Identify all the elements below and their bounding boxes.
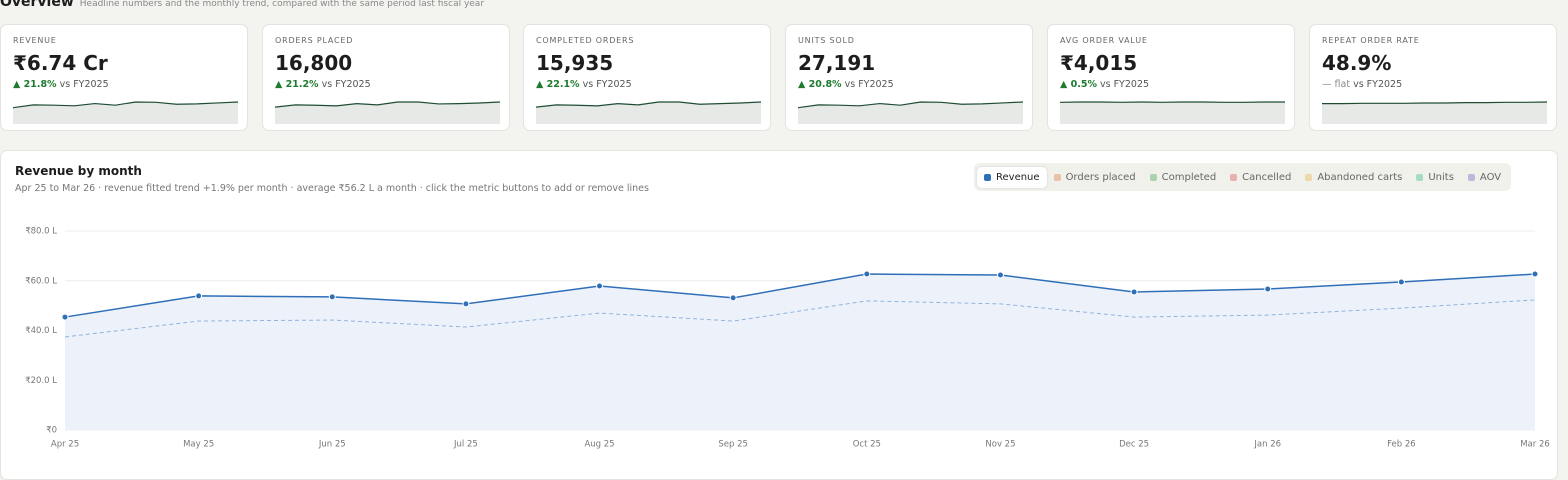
kpi-comparison: vs FY2025 (845, 79, 894, 90)
x-tick-label: Jun 25 (318, 440, 346, 450)
kpi-label: REPEAT ORDER RATE (1322, 36, 1420, 45)
kpi-delta: ▲ 22.1% (536, 79, 580, 90)
kpi-label: REVENUE (13, 36, 57, 45)
sparkline (536, 97, 761, 124)
sparkline (1060, 97, 1285, 124)
kpi-comparison: vs FY2025 (322, 79, 371, 90)
kpi-delta: ▲ 21.2% (275, 79, 319, 90)
kpi-label: ORDERS PLACED (275, 36, 353, 45)
kpi-label: UNITS SOLD (798, 36, 855, 45)
kpi-comparison: vs FY2025 (60, 79, 109, 90)
x-tick-label: Apr 25 (51, 440, 79, 450)
kpi-delta: ▲ 0.5% (1060, 79, 1097, 90)
sparkline-area (1060, 102, 1285, 124)
sparkline (13, 97, 238, 124)
x-tick-label: Aug 25 (584, 440, 614, 450)
x-tick-label: Sep 25 (718, 440, 748, 450)
page-title: Overview (0, 0, 74, 10)
page: Overview Headline numbers and the monthly… (0, 0, 1568, 454)
kpi-delta: ▲ 20.8% (798, 79, 842, 90)
sparkline (1322, 97, 1547, 124)
kpi-card: REVENUE ₹6.74 Cr ▲ 21.8% vs FY2025 (0, 24, 248, 131)
x-tick-label: Nov 25 (985, 440, 1015, 450)
x-tick-label: Jul 25 (453, 440, 478, 450)
data-point (597, 283, 603, 289)
y-tick-label: ₹40.0 L (25, 326, 57, 336)
kpi-value: 27,191 (798, 51, 875, 75)
kpi-card: AVG ORDER VALUE ₹4,015 ▲ 0.5% vs FY2025 (1047, 24, 1295, 131)
data-point (997, 272, 1003, 278)
kpi-delta-line: ▲ 20.8% vs FY2025 (798, 79, 894, 90)
sparkline-area (1322, 102, 1547, 124)
kpi-comparison: vs FY2025 (1100, 79, 1149, 90)
kpi-delta-line: ▲ 21.2% vs FY2025 (275, 79, 371, 90)
kpi-card: UNITS SOLD 27,191 ▲ 20.8% vs FY2025 (785, 24, 1033, 131)
kpi-delta: — flat (1322, 79, 1350, 90)
series-area (65, 274, 1535, 430)
kpi-value: ₹6.74 Cr (13, 51, 108, 75)
x-tick-label: Jan 26 (1253, 440, 1281, 450)
data-point (1532, 271, 1538, 277)
y-tick-label: ₹80.0 L (25, 227, 57, 237)
kpi-value: ₹4,015 (1060, 51, 1137, 75)
kpi-card: COMPLETED ORDERS 15,935 ▲ 22.1% vs FY2025 (523, 24, 771, 131)
y-tick-label: ₹20.0 L (25, 376, 57, 386)
data-point (62, 314, 68, 320)
chart: ₹0 ₹20.0 L ₹40.0 L ₹60.0 L ₹80.0 L Apr 25 May … (1, 151, 1557, 455)
data-point (1131, 289, 1137, 295)
x-tick-label: May 25 (183, 440, 214, 450)
header: Overview Headline numbers and the monthly… (0, 0, 484, 10)
data-point (196, 293, 202, 299)
data-point (730, 295, 736, 301)
data-point (864, 271, 870, 277)
kpi-delta-line: ▲ 0.5% vs FY2025 (1060, 79, 1149, 90)
page-subtitle: Headline numbers and the monthly trend, … (80, 0, 484, 9)
x-tick-label: Feb 26 (1387, 440, 1416, 450)
sparkline (798, 97, 1023, 124)
sparkline (275, 97, 500, 124)
kpi-value: 48.9% (1322, 51, 1391, 75)
x-tick-label: Oct 25 (853, 440, 881, 450)
kpi-card: REPEAT ORDER RATE 48.9% — flat vs FY2025 (1309, 24, 1557, 131)
kpi-value: 15,935 (536, 51, 613, 75)
kpi-delta: ▲ 21.8% (13, 79, 57, 90)
kpi-delta-line: ▲ 22.1% vs FY2025 (536, 79, 632, 90)
x-tick-label: Mar 26 (1520, 440, 1550, 450)
kpi-label: COMPLETED ORDERS (536, 36, 634, 45)
kpi-card: ORDERS PLACED 16,800 ▲ 21.2% vs FY2025 (262, 24, 510, 131)
data-point (1265, 286, 1271, 292)
y-tick-label: ₹0 (46, 426, 57, 436)
data-point (463, 301, 469, 307)
x-tick-label: Dec 25 (1119, 440, 1149, 450)
chart-panel: Revenue by month Apr 25 to Mar 26 · reve… (0, 150, 1558, 480)
kpi-value: 16,800 (275, 51, 352, 75)
kpi-label: AVG ORDER VALUE (1060, 36, 1148, 45)
kpi-comparison: vs FY2025 (1353, 79, 1402, 90)
kpi-delta-line: — flat vs FY2025 (1322, 79, 1402, 90)
kpi-delta-line: ▲ 21.8% vs FY2025 (13, 79, 109, 90)
data-point (329, 294, 335, 300)
kpi-comparison: vs FY2025 (583, 79, 632, 90)
data-point (1398, 279, 1404, 285)
y-tick-label: ₹60.0 L (25, 276, 57, 286)
